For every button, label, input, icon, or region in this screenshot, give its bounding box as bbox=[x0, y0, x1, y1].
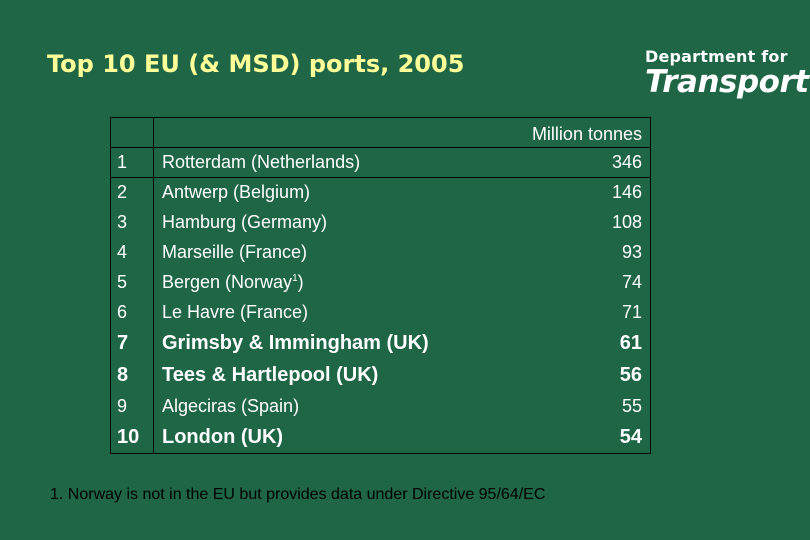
tonnage-cell: 93 bbox=[621, 242, 642, 262]
footnote: 1. Norway is not in the EU but provides … bbox=[50, 486, 546, 503]
tonnage-cell: 61 bbox=[619, 332, 642, 354]
department-for-transport-logo: Department for Transport bbox=[645, 47, 809, 100]
tonnage-cell: 146 bbox=[497, 177, 651, 208]
rank-cell: 9 bbox=[110, 391, 154, 422]
rank-cell: 1 bbox=[110, 147, 154, 178]
table-row: 9 Algeciras (Spain) 55 bbox=[110, 391, 651, 422]
port-name-cell: Antwerp (Belgium) bbox=[153, 177, 498, 208]
port-name-cell: Hamburg (Germany) bbox=[162, 212, 328, 232]
port-name-cell: London (UK) bbox=[162, 425, 284, 448]
table-row: 2 Antwerp (Belgium) 146 bbox=[110, 177, 651, 208]
port-name-cell: Bergen (Norway1) bbox=[154, 268, 498, 298]
port-name-cell: Grimsby & Immingham (UK) bbox=[162, 332, 429, 354]
rank-cell: 6 bbox=[110, 297, 154, 328]
header-rank-cell bbox=[110, 117, 154, 148]
port-name-cell: Le Havre (France) bbox=[162, 302, 309, 322]
table-row: 7 Grimsby & Immingham (UK) 61 bbox=[110, 327, 651, 360]
rank-cell: 7 bbox=[110, 327, 154, 360]
rank-cell: 5 bbox=[110, 267, 154, 298]
table-row: 5 Bergen (Norway1) 74 bbox=[110, 267, 651, 298]
port-name-cell: Tees & Hartlepool (UK) bbox=[162, 364, 379, 386]
footnote-marker: 1 bbox=[292, 273, 298, 284]
tonnage-cell: 56 bbox=[619, 364, 642, 386]
port-name-tail: ) bbox=[297, 272, 304, 292]
rank-cell: 4 bbox=[110, 237, 154, 268]
table-row: 8 Tees & Hartlepool (UK) 56 bbox=[110, 359, 651, 392]
tonnage-cell: 71 bbox=[621, 302, 642, 322]
table-row: 6 Le Havre (France) 71 bbox=[110, 297, 651, 328]
rank-cell: 10 bbox=[110, 421, 154, 454]
table-row: 4 Marseille (France) 93 bbox=[110, 237, 651, 268]
tonnage-cell: 74 bbox=[621, 272, 642, 292]
slide-title: Top 10 EU (& MSD) ports, 2005 bbox=[47, 50, 465, 78]
ports-table: Million tonnes 1 Rotterdam (Netherlands)… bbox=[110, 117, 651, 454]
port-name-cell: Marseille (France) bbox=[162, 242, 308, 262]
header-unit: Million tonnes bbox=[497, 117, 651, 148]
tonnage-cell: 54 bbox=[619, 425, 642, 448]
rank-cell: 2 bbox=[110, 177, 154, 208]
tonnage-cell: 108 bbox=[611, 212, 642, 232]
port-name-cell: Algeciras (Spain) bbox=[162, 396, 300, 416]
logo-transport-text: Transport bbox=[645, 64, 809, 100]
tonnage-cell: 346 bbox=[611, 152, 642, 172]
table-header-row: Million tonnes bbox=[110, 117, 651, 148]
table-row: 1 Rotterdam (Netherlands) 346 bbox=[110, 147, 651, 178]
tonnage-cell: 55 bbox=[621, 396, 642, 416]
port-name-cell: Rotterdam (Netherlands) bbox=[162, 152, 361, 172]
rank-cell: 3 bbox=[110, 207, 154, 238]
logo-department-text: Department for bbox=[645, 47, 788, 66]
port-name-text: Bergen (Norway bbox=[162, 272, 293, 292]
header-name-cell bbox=[153, 117, 498, 148]
table-row: 3 Hamburg (Germany) 108 bbox=[110, 207, 651, 238]
table-row: 10 London (UK) 54 bbox=[110, 421, 651, 454]
rank-cell: 8 bbox=[110, 359, 154, 392]
